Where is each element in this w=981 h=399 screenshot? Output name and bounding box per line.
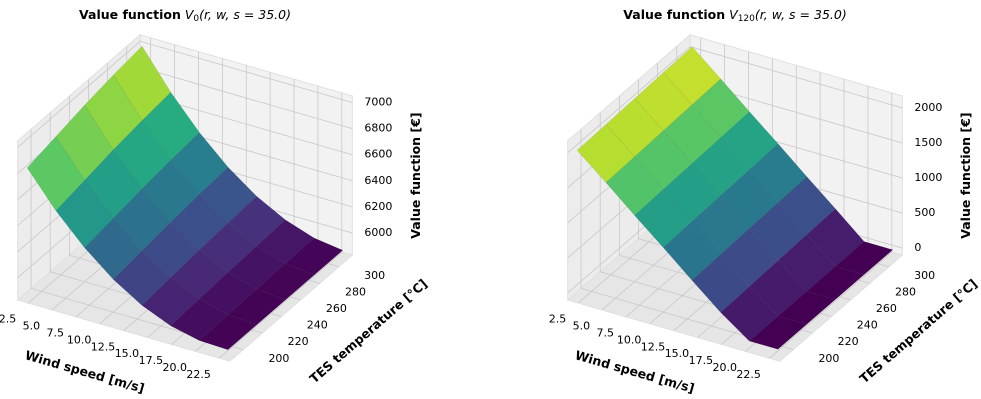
- x-tick-label: 22.5: [186, 368, 211, 381]
- surface-patch: [720, 228, 779, 287]
- surface-patch: [113, 45, 171, 121]
- x-tick-label: 5.0: [573, 320, 591, 333]
- y-tick-label: 200: [818, 352, 839, 365]
- title-sub: 0: [193, 14, 199, 24]
- y-tick-label: 280: [345, 285, 366, 298]
- x-tick-label: 20.0: [162, 361, 187, 374]
- surface-patch: [84, 74, 143, 151]
- z-tick-label: 6000: [364, 226, 392, 239]
- x-tick-label: 17.5: [689, 354, 714, 367]
- x-tick-label: 2.5: [549, 313, 567, 326]
- y-tick-label: 300: [914, 269, 935, 282]
- surface-patch: [26, 136, 85, 212]
- x-grid-line: [219, 92, 343, 359]
- surface-patch: [55, 104, 114, 181]
- surface-patch: [55, 179, 114, 249]
- x-tick-label: 10.0: [617, 333, 642, 346]
- x-grid-line: [769, 92, 893, 359]
- y-tick-label: 280: [895, 285, 916, 298]
- subplot: Value function V0(r, w, s = 35.0) 2.5 5.0 7.…: [0, 7, 430, 396]
- y-grid-line: [580, 129, 794, 351]
- title-args: (r, w, s = 35.0): [199, 7, 291, 22]
- surface-patch: [691, 254, 750, 313]
- y-tick-label: 220: [288, 335, 309, 348]
- surface-patch: [691, 137, 750, 196]
- y-tick-label: 260: [876, 302, 897, 315]
- z-grid-line: [567, 46, 903, 154]
- x-tick-label: 12.5: [641, 340, 666, 353]
- y-tick-label: 240: [857, 319, 878, 332]
- surface-patch: [227, 288, 286, 326]
- x-tick-label: 12.5: [91, 340, 116, 353]
- z-tick-label: 6800: [364, 122, 392, 135]
- x-tick-label: 20.0: [712, 361, 737, 374]
- title-bold: Value function: [79, 7, 181, 22]
- surface-patch: [662, 163, 721, 222]
- surface-patch: [634, 189, 693, 248]
- surface-patch: [691, 195, 750, 255]
- surface-patch: [634, 130, 693, 190]
- z-tick-label: 1500: [914, 136, 942, 149]
- x-tick-label: 5.0: [23, 320, 41, 333]
- z-axis-label: Value function [€]: [408, 112, 423, 238]
- title-func: V: [185, 7, 195, 22]
- surface-patch: [777, 176, 836, 235]
- surface-patch: [198, 314, 258, 350]
- chart-title: Value function V0(r, w, s = 35.0): [79, 7, 291, 24]
- y-tick-label: 220: [838, 335, 859, 348]
- y-tick-label: 200: [268, 352, 289, 365]
- y-tick-label: 240: [307, 319, 328, 332]
- z-tick-label: 0: [914, 241, 921, 254]
- x-tick-label: 2.5: [0, 313, 16, 326]
- x-tick-label: 7.5: [47, 327, 65, 340]
- z-axis-label: Value function [€]: [958, 112, 973, 238]
- z-tick-label: 6600: [364, 148, 392, 161]
- x-tick-label: 10.0: [67, 333, 92, 346]
- y-tick-label: 300: [364, 269, 385, 282]
- surface-patch: [748, 315, 808, 350]
- z-tick-label: 1000: [914, 171, 942, 184]
- y-grid-line: [30, 129, 244, 351]
- surface-patch: [605, 98, 664, 157]
- subplot: Value function V120(r, w, s = 35.0) 2.5 5.0…: [549, 7, 980, 396]
- y-tick-label: 260: [326, 302, 347, 315]
- z-tick-label: 500: [914, 206, 935, 219]
- chart-title: Value function V120(r, w, s = 35.0): [623, 7, 846, 24]
- z-tick-label: 7000: [364, 96, 392, 109]
- x-tick-label: 7.5: [597, 327, 615, 340]
- x-tick-label: 22.5: [736, 368, 761, 381]
- title-sub: 120: [738, 14, 755, 24]
- z-tick-label: 2000: [914, 101, 942, 114]
- title-args: (r, w, s = 35.0): [755, 7, 847, 22]
- surface-patch: [749, 202, 808, 261]
- z-tick-label: 6400: [364, 174, 392, 187]
- surface-patch: [720, 169, 779, 229]
- surface-patch: [576, 124, 635, 183]
- surface-patch: [749, 143, 808, 203]
- z-tick-label: 6200: [364, 200, 392, 213]
- surface-patch: [605, 156, 664, 216]
- x-tick-label: 15.0: [115, 347, 140, 360]
- z-grid-line: [17, 40, 353, 148]
- title-bold: Value function: [623, 7, 725, 22]
- title-func: V: [729, 7, 739, 22]
- x-tick-label: 15.0: [665, 347, 690, 360]
- x-tick-label: 17.5: [139, 354, 164, 367]
